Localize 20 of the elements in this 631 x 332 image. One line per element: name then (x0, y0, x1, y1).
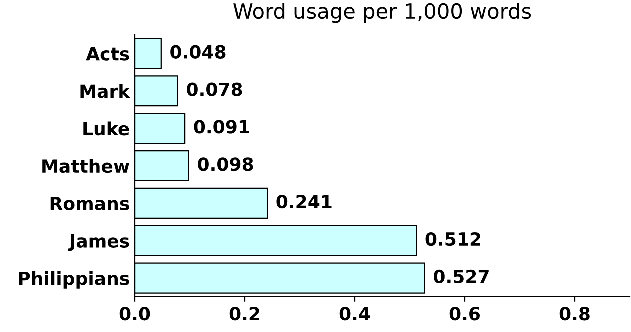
data-label: 0.048 (170, 45, 226, 59)
x-tick-label: 0.4 (340, 307, 370, 321)
data-label: 0.091 (194, 120, 250, 134)
chart-title: Word usage per 1,000 words (234, 3, 532, 24)
data-label: 0.098 (198, 158, 254, 172)
y-tick-label: Romans (50, 197, 130, 211)
y-tick-label: Acts (86, 47, 130, 61)
y-tick-label: Luke (84, 122, 130, 136)
x-tick-label: 0.6 (450, 307, 480, 321)
data-label: 0.512 (426, 232, 480, 246)
x-tick-label: 0.8 (560, 307, 590, 321)
x-tick-label: 0.2 (230, 307, 260, 321)
y-tick-label: Philippians (19, 271, 130, 289)
data-label: 0.078 (187, 82, 242, 96)
data-label: 0.527 (434, 270, 489, 284)
y-tick-label: James (68, 234, 130, 252)
y-tick-label: Mark (80, 84, 130, 98)
x-tick-label: 0.0 (120, 307, 150, 321)
y-tick-label: Matthew (42, 159, 130, 174)
data-label: 0.241 (276, 195, 332, 209)
